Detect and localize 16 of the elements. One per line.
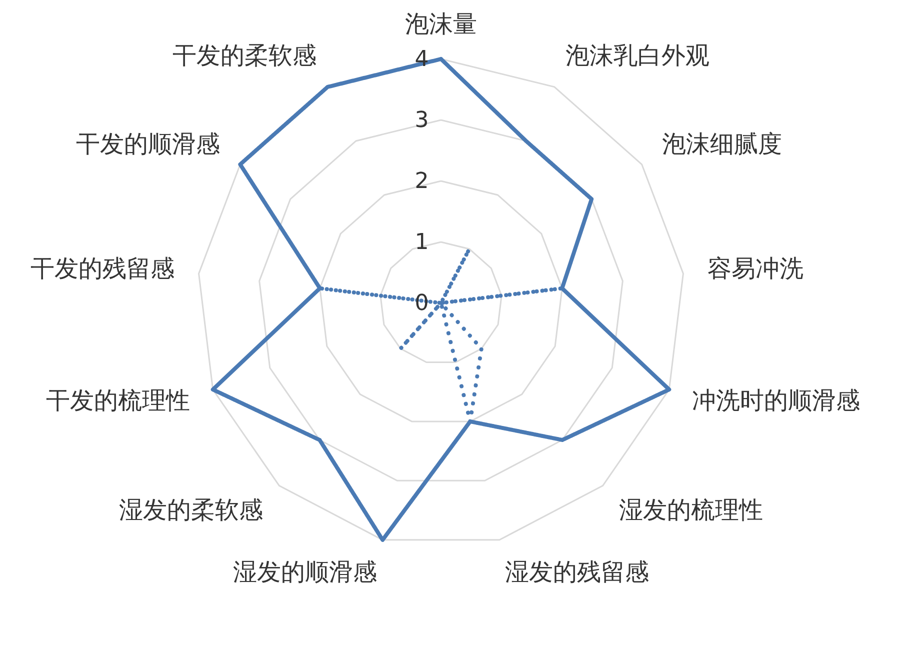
spoke-label: 湿发的顺滑感 bbox=[232, 558, 377, 586]
y-tick-label: 3 bbox=[414, 108, 429, 133]
spoke-label: 冲洗时的顺滑感 bbox=[692, 386, 860, 415]
spoke-label: 干发的顺滑感 bbox=[76, 130, 220, 158]
spoke-label: 干发的梳理性 bbox=[46, 386, 190, 415]
spoke-label: 容易冲洗 bbox=[707, 254, 804, 282]
spoke-label: 干发的残留感 bbox=[30, 254, 175, 282]
spoke-label: 湿发的残留感 bbox=[505, 558, 650, 586]
y-tick-label: 1 bbox=[414, 230, 429, 255]
spoke-label: 泡沫乳白外观 bbox=[566, 42, 710, 70]
spoke-label: 湿发的柔软感 bbox=[119, 496, 264, 524]
y-tick-label: 2 bbox=[414, 169, 429, 194]
spoke-label: 干发的柔软感 bbox=[172, 42, 316, 70]
spoke-label: 湿发的梳理性 bbox=[618, 496, 763, 524]
spoke-label: 泡沫细腻度 bbox=[662, 130, 782, 158]
spoke-label: 泡沫量 bbox=[405, 10, 477, 38]
